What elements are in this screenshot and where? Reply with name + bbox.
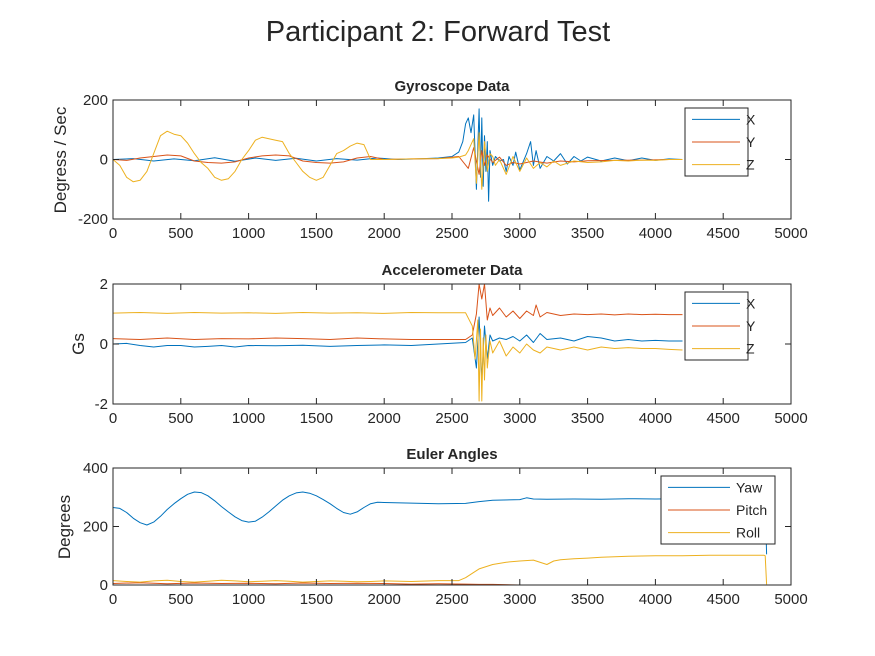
chart-title: Accelerometer Data <box>382 262 524 279</box>
accelerometer-chart: Accelerometer Data Gs 0 500 1000 1500 2000 25… <box>69 262 808 427</box>
legend: Yaw Pitch Roll <box>660 475 776 545</box>
y-tick-label: 0 <box>100 577 108 594</box>
x-tick-label: 4500 <box>707 225 740 242</box>
gyroscope-chart: Gyroscope Data Degress / Sec 0 500 1000 150… <box>51 78 808 242</box>
x-tick-label: 0 <box>109 410 117 427</box>
legend: XYZ <box>684 107 756 177</box>
x-tick-label: 3000 <box>503 225 536 242</box>
x-tick-label: 2500 <box>435 410 468 427</box>
x-tick-label: 1500 <box>300 225 333 242</box>
y-tick-label: 400 <box>83 460 108 477</box>
x-tick-label: 4000 <box>639 410 672 427</box>
figure-title: Participant 2: Forward Test <box>266 16 610 48</box>
x-tick-label: 3500 <box>571 225 604 242</box>
y-tick-label: 0 <box>100 336 108 353</box>
legend: XYZ <box>684 291 756 361</box>
x-tick-label: 500 <box>168 410 193 427</box>
legend-label-y: Y <box>746 134 756 150</box>
chart-title: Gyroscope Data <box>394 78 510 95</box>
x-tick-label: 2000 <box>368 225 401 242</box>
x-tick-label: 1000 <box>232 225 265 242</box>
x-tick-label: 4000 <box>639 225 672 242</box>
y-tick-label: -2 <box>95 396 108 413</box>
x-tick-label: 5000 <box>774 591 807 608</box>
legend-label-z: Z <box>746 157 755 173</box>
y-axis-label: Gs <box>69 333 88 355</box>
chart-title: Euler Angles <box>406 446 497 463</box>
series-line-yaw <box>113 491 768 555</box>
series-group <box>113 108 683 202</box>
x-tick-label: 3000 <box>503 591 536 608</box>
legend-label-roll: Roll <box>736 525 760 541</box>
y-axis-label: Degrees <box>55 495 74 559</box>
legend-label-x: X <box>746 111 756 127</box>
x-tick-label: 2500 <box>435 225 468 242</box>
x-tick-label: 500 <box>168 225 193 242</box>
series-group <box>113 491 768 585</box>
x-tick-label: 3500 <box>571 410 604 427</box>
y-tick-label: 200 <box>83 519 108 536</box>
x-tick-label: 5000 <box>774 225 807 242</box>
x-tick-label: 2500 <box>435 591 468 608</box>
legend-label-pitch: Pitch <box>736 502 767 518</box>
x-tick-label: 5000 <box>774 410 807 427</box>
series-line-pitch <box>113 582 764 585</box>
x-tick-label: 1500 <box>300 591 333 608</box>
x-tick-label: 4500 <box>707 591 740 608</box>
y-tick-label: -200 <box>78 211 108 228</box>
legend-label-x: X <box>746 295 756 311</box>
y-axis-label: Degress / Sec <box>51 106 70 213</box>
x-tick-label: 2000 <box>368 591 401 608</box>
x-tick-label: 4000 <box>639 591 672 608</box>
x-tick-label: 2000 <box>368 410 401 427</box>
x-tick-label: 1500 <box>300 410 333 427</box>
x-tick-label: 0 <box>109 591 117 608</box>
x-tick-label: 1000 <box>232 591 265 608</box>
x-tick-label: 4500 <box>707 410 740 427</box>
x-tick-label: 500 <box>168 591 193 608</box>
legend-label-y: Y <box>746 318 756 334</box>
series-line-y <box>113 284 683 340</box>
legend-label-yaw: Yaw <box>736 479 763 495</box>
x-tick-label: 0 <box>109 225 117 242</box>
legend-label-z: Z <box>746 341 755 357</box>
x-tick-label: 1000 <box>232 410 265 427</box>
x-tick-label: 3500 <box>571 591 604 608</box>
series-line-roll <box>113 554 768 585</box>
y-tick-label: 0 <box>100 152 108 169</box>
y-tick-label: 200 <box>83 92 108 109</box>
x-tick-label: 3000 <box>503 410 536 427</box>
euler-angles-chart: Euler Angles Degrees 0 500 1000 1500 2000 250… <box>55 446 808 608</box>
series-line-z <box>113 312 683 402</box>
series-group <box>113 284 683 402</box>
series-line-z <box>113 130 683 190</box>
y-tick-label: 2 <box>100 276 108 293</box>
